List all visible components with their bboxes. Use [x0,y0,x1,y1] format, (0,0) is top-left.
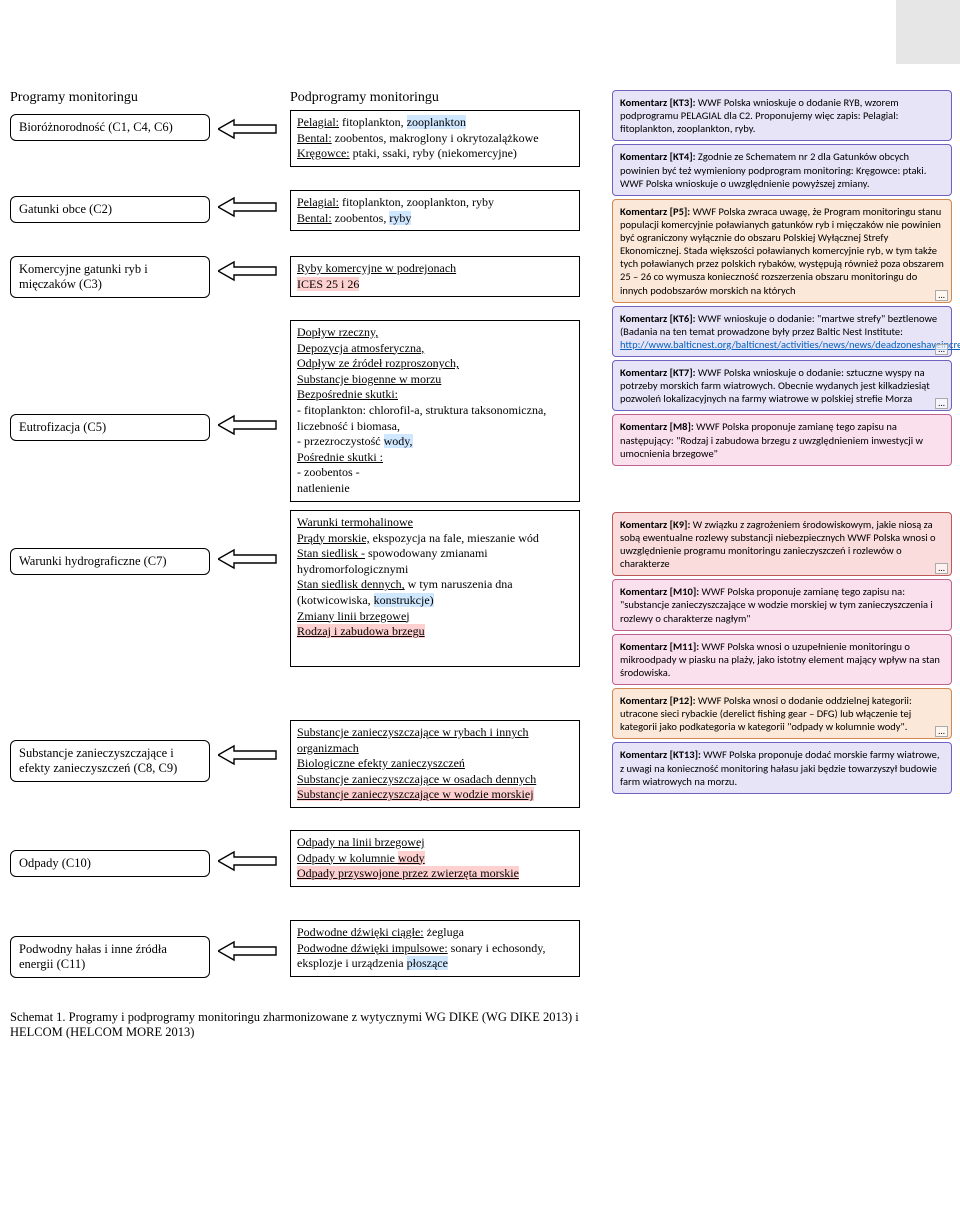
comment-balloon: Komentarz [KT13]: WWF Polska proponuje d… [612,742,952,793]
gray-corner [896,0,960,64]
subprogram-box: Dopływ rzeczny, Depozycja atmosferyczna,… [290,320,580,502]
ellipsis-icon: ... [935,290,948,301]
comment-balloon: Komentarz [KT4]: Zgodnie ze Schematem nr… [612,144,952,195]
arrow-icon [218,744,278,766]
subprogram-box: Pelagial: fitoplankton, zooplankton, ryb… [290,190,580,231]
ellipsis-icon: ... [935,344,948,355]
caption: Schemat 1. Programy i podprogramy monito… [10,1010,580,1040]
right-heading: Podprogramy monitoringu [290,90,580,106]
comment-balloon: Komentarz [KT3]: WWF Polska wnioskuje o … [612,90,952,141]
program-box: Podwodny hałas i inne źródła energii (C1… [10,936,210,978]
arrow-icon [218,196,278,218]
ellipsis-icon: ... [935,563,948,574]
comment-balloon: Komentarz [P12]: WWF Polska wnosi o doda… [612,688,952,739]
comments-panel: Komentarz [KT3]: WWF Polska wnioskuje o … [612,90,952,797]
ellipsis-icon: ... [935,726,948,737]
program-box: Eutrofizacja (C5) [10,414,210,441]
program-box: Gatunki obce (C2) [10,196,210,223]
subprogram-box: Odpady na linii brzegowej Odpady w kolum… [290,830,580,887]
comment-balloon: Komentarz [M8]: WWF Polska proponuje zam… [612,414,952,465]
program-box: Warunki hydrograficzne (C7) [10,548,210,575]
comment-balloon: Komentarz [M10]: WWF Polska proponuje za… [612,579,952,630]
subprogram-box: Warunki termohalinowe Prądy morskie, eks… [290,510,580,667]
program-box: Substancje zanieczyszczające i efekty za… [10,740,210,782]
comment-balloon: Komentarz [KT7]: WWF Polska wnioskuje o … [612,360,952,411]
comment-balloon: Komentarz [M11]: WWF Polska wnosi o uzup… [612,634,952,685]
arrow-icon [218,260,278,282]
comment-link[interactable]: http://www.balticnest.org/balticnest/act… [620,338,960,351]
comment-balloon: Komentarz [P5]: WWF Polska zwraca uwagę,… [612,199,952,303]
subprogram-box: Podwodne dźwięki ciągłe: żegluga Podwodn… [290,920,580,977]
program-box: Bioróżnorodność (C1, C4, C6) [10,114,210,141]
ellipsis-icon: ... [935,398,948,409]
comment-balloon: Komentarz [KT6]: WWF wnioskuje o dodanie… [612,306,952,357]
subprogram-box: Substancje zanieczyszczające w rybach i … [290,720,580,808]
subprogram-box: Pelagial: fitoplankton, zooplankton Bent… [290,110,580,167]
arrow-icon [218,548,278,570]
arrow-icon [218,850,278,872]
program-box: Odpady (C10) [10,850,210,877]
arrow-icon [218,414,278,436]
arrow-icon [218,940,278,962]
subprogram-box: Ryby komercyjne w podrejonach ICES 25 i … [290,256,580,297]
arrow-icon [218,118,278,140]
page: Programy monitoringu Podprogramy monitor… [0,0,960,1214]
comment-balloon: Komentarz [K9]: W związku z zagrożeniem … [612,512,952,577]
left-heading: Programy monitoringu [10,90,210,106]
program-box: Komercyjne gatunki ryb i mięczaków (C3) [10,256,210,298]
